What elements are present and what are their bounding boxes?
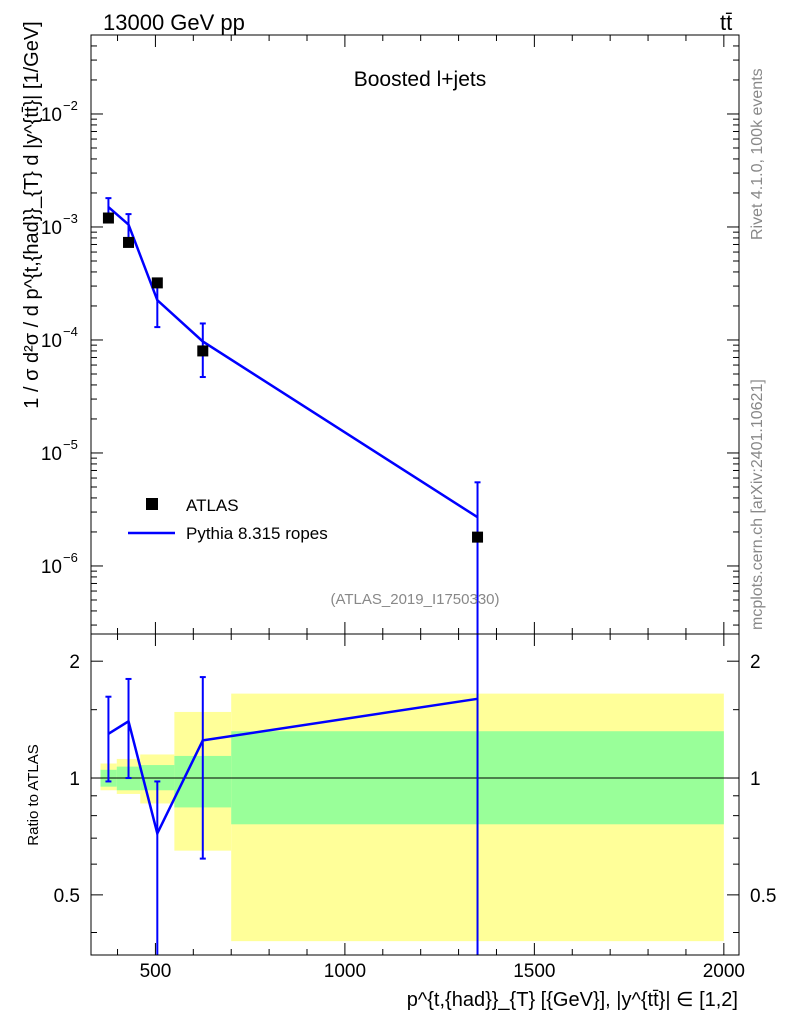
- main-plot-marks: [102, 197, 484, 634]
- atlas-data-point: [102, 212, 114, 224]
- process-label: tt̄: [720, 10, 732, 35]
- ratio-y-tick-label: 1: [69, 769, 80, 790]
- y-tick-label: 10: [41, 218, 62, 239]
- collision-label: 13000 GeV pp: [103, 10, 245, 35]
- atlas-data-point: [151, 277, 163, 289]
- x-tick-label: 1500: [513, 961, 555, 982]
- y-tick-exponent: −4: [63, 324, 78, 339]
- y-tick-exponent: −6: [63, 550, 78, 565]
- mc-ratio-line: [107, 697, 478, 838]
- y-tick-exponent: −2: [63, 98, 78, 113]
- ratio-y-axis-label: Ratio to ATLAS: [25, 744, 42, 845]
- y-tick-exponent: −3: [63, 211, 78, 226]
- legend-atlas-label: ATLAS: [186, 496, 239, 515]
- legend: ATLAS Pythia 8.315 ropes: [128, 496, 328, 543]
- plot-title: Boosted l+jets: [354, 68, 487, 91]
- main-panel: 10−610−510−410−310−2 Boosted l+jets (ATL…: [21, 21, 740, 635]
- ratio-y-tick-label-right: 1: [750, 769, 761, 790]
- main-axis-ticks: 10−610−510−410−310−2: [41, 34, 739, 634]
- ratio-y-tick-label-right: 0.5: [750, 886, 776, 907]
- ratio-frame: [90, 633, 740, 956]
- ratio-y-tick-label: 0.5: [54, 886, 80, 907]
- atlas-data-point: [472, 531, 484, 543]
- ratio-y-tick-label: 2: [69, 652, 80, 673]
- y-axis-label: 1 / σ d²σ / d p^{t,{had}}_{T} d |y^{tt̄}…: [21, 21, 43, 408]
- x-tick-label: 2000: [703, 961, 745, 982]
- y-tick-label: 10: [41, 444, 62, 465]
- y-tick-exponent: −5: [63, 437, 78, 452]
- legend-pythia-label: Pythia 8.315 ropes: [186, 524, 328, 543]
- ratio-y-tick-label-right: 2: [750, 652, 761, 673]
- x-tick-label: 1000: [324, 961, 366, 982]
- mcplots-label: mcplots.cern.ch [arXiv:2401.10621]: [749, 379, 766, 630]
- ratio-plot-marks: [91, 634, 739, 955]
- atlas-data-point: [197, 345, 209, 357]
- ratio-panel: 500 1000 1500 2000 0.5 0.5 1 1 2 2 Ratio to ATLAS: [25, 633, 776, 982]
- y-tick-label: 10: [41, 557, 62, 578]
- main-frame: [90, 34, 740, 635]
- legend-atlas-marker: [146, 498, 158, 510]
- y-tick-label: 10: [41, 105, 62, 126]
- analysis-label: (ATLAS_2019_I1750330): [330, 591, 499, 608]
- mc-series-line: [107, 206, 479, 519]
- ratio-axis-ticks: 500 1000 1500 2000 0.5 0.5 1 1 2 2: [54, 634, 776, 982]
- x-tick-label: 500: [140, 961, 172, 982]
- y-tick-label: 10: [41, 331, 62, 352]
- rivet-label: Rivet 4.1.0, 100k events: [749, 68, 766, 240]
- x-axis-label: p^{t,{had}}_{T} [{GeV}], |y^{tt̄}| ∈ [1,…: [407, 989, 738, 1011]
- atlas-data-point: [123, 236, 135, 248]
